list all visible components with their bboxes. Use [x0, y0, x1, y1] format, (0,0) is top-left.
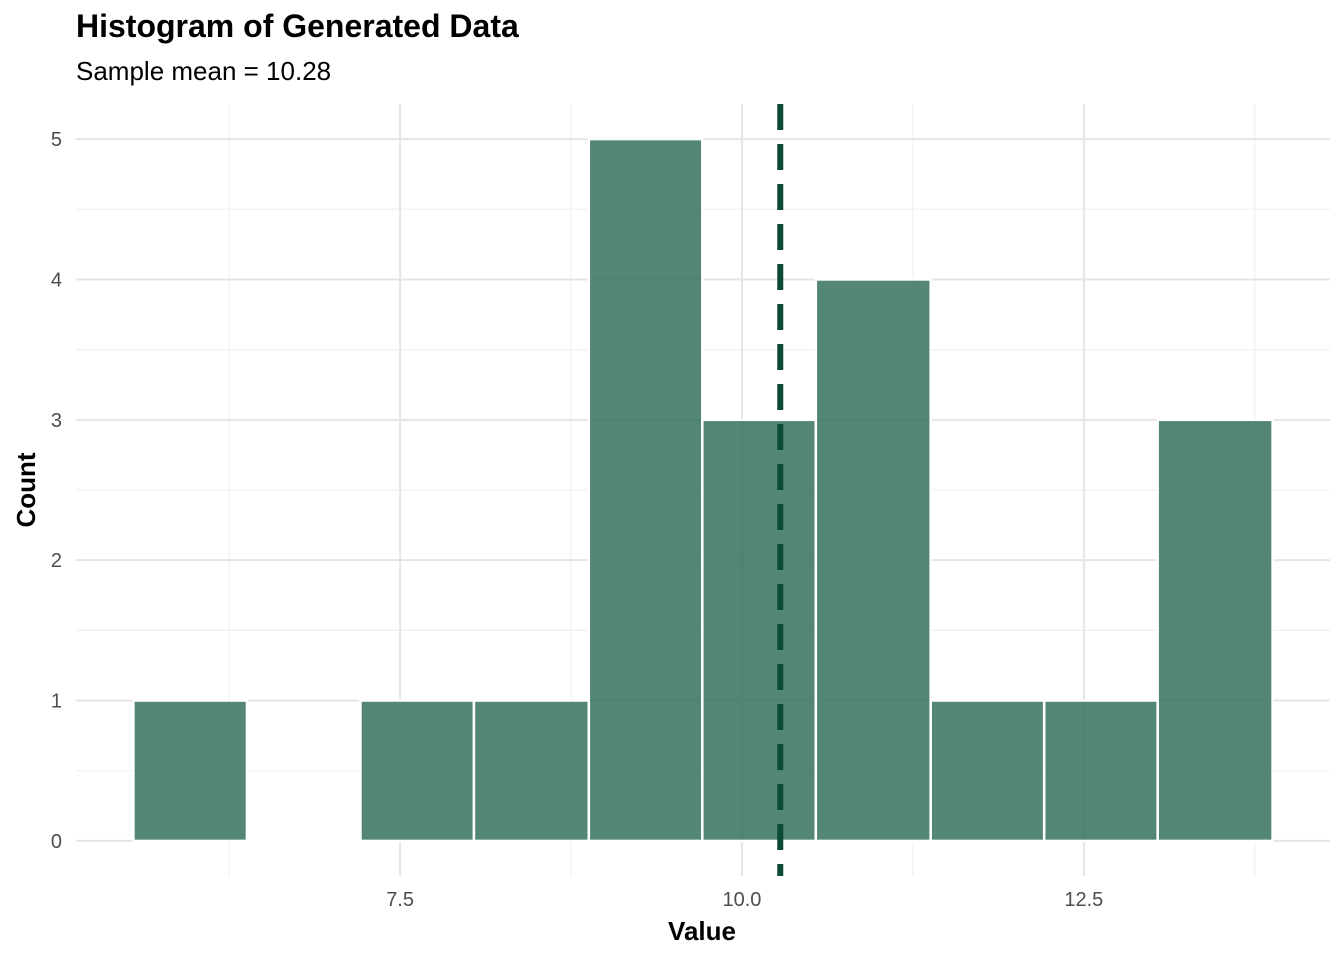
x-axis-ticks: 7.5 10.0 12.5: [386, 889, 1103, 911]
y-tick-label: 5: [51, 129, 62, 151]
x-tick-label: 12.5: [1064, 889, 1103, 911]
chart-title: Histogram of Generated Data: [76, 8, 519, 44]
y-tick-label: 3: [51, 410, 62, 432]
y-tick-label: 2: [51, 550, 62, 572]
x-axis-title: Value: [668, 916, 736, 946]
x-tick-label: 10.0: [723, 889, 762, 911]
histogram-bar: [472, 699, 591, 843]
y-axis-title: Count: [11, 452, 41, 527]
histogram-bar: [132, 699, 249, 843]
chart-subtitle: Sample mean = 10.28: [76, 56, 332, 86]
histogram-bars: [132, 137, 1274, 843]
y-axis-ticks: 0 1 2 3 4 5: [51, 129, 62, 853]
y-tick-label: 1: [51, 691, 62, 713]
histogram-bar: [587, 137, 704, 843]
y-tick-label: 0: [51, 831, 62, 853]
histogram-bar: [1156, 418, 1274, 843]
histogram-bar: [359, 699, 476, 843]
histogram-bar: [701, 418, 818, 843]
histogram-bar: [929, 699, 1046, 843]
histogram-bar: [814, 278, 932, 843]
y-tick-label: 4: [51, 269, 62, 291]
histogram-bar: [245, 839, 362, 843]
histogram-bar: [1042, 699, 1159, 843]
x-tick-label: 7.5: [386, 889, 414, 911]
